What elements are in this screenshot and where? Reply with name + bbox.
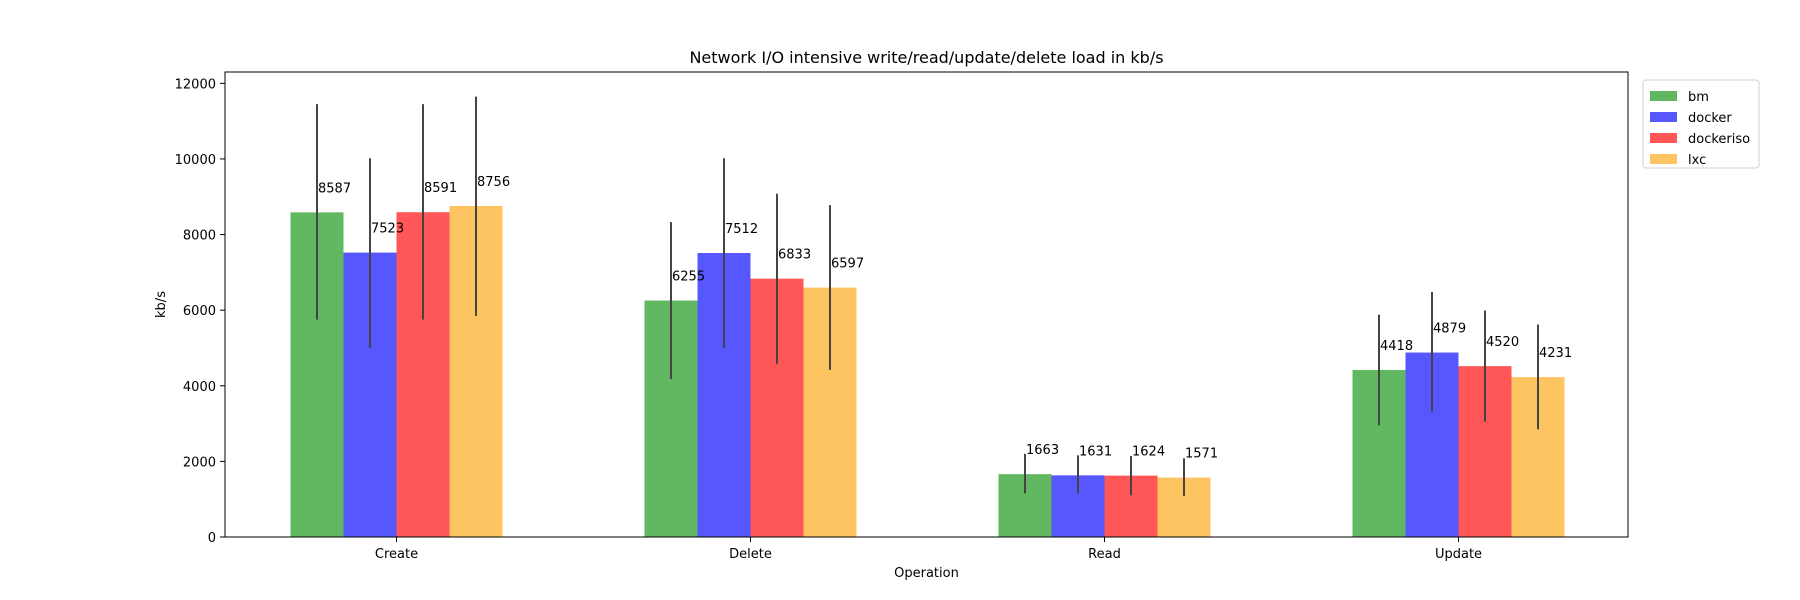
y-tick-label: 10000 bbox=[175, 153, 216, 168]
legend-swatch-lxc bbox=[1650, 154, 1677, 164]
x-tick-label: Update bbox=[1435, 547, 1482, 562]
legend-label-dockeriso: dockeriso bbox=[1688, 132, 1750, 147]
x-tick-label: Delete bbox=[729, 547, 772, 562]
data-label: 6597 bbox=[831, 257, 864, 272]
x-axis: Create Delete Read Update bbox=[375, 537, 1482, 562]
legend: bm docker dockeriso lxc bbox=[1642, 79, 1760, 169]
y-tick-label: 6000 bbox=[183, 304, 216, 319]
legend-box bbox=[1642, 79, 1760, 169]
legend-swatch-dockeriso bbox=[1650, 133, 1677, 143]
data-label: 1624 bbox=[1132, 445, 1165, 460]
data-label: 4418 bbox=[1380, 339, 1413, 354]
legend-swatch-docker bbox=[1650, 112, 1677, 122]
legend-swatch-bm bbox=[1650, 91, 1677, 101]
data-label: 7512 bbox=[725, 222, 758, 237]
chart-title: Network I/O intensive write/read/update/… bbox=[689, 48, 1163, 67]
legend-label-lxc: lxc bbox=[1688, 153, 1706, 168]
data-label: 8591 bbox=[424, 181, 457, 196]
x-tick-label: Read bbox=[1088, 547, 1121, 562]
y-tick-label: 8000 bbox=[183, 229, 216, 244]
data-labels-layer: 8587 6255 1663 4418 7523 7512 1631 4879 8591 6833… bbox=[318, 175, 1572, 462]
y-tick-label: 4000 bbox=[183, 380, 216, 395]
legend-label-bm: bm bbox=[1688, 90, 1709, 105]
y-axis-label: kb/s bbox=[154, 291, 169, 318]
y-tick-label: 2000 bbox=[183, 455, 216, 470]
legend-label-docker: docker bbox=[1688, 111, 1732, 126]
data-label: 1571 bbox=[1185, 447, 1218, 462]
data-label: 6255 bbox=[672, 270, 705, 285]
bars-layer bbox=[290, 205, 1565, 538]
data-label: 1631 bbox=[1079, 444, 1112, 459]
y-tick-label: 0 bbox=[208, 531, 216, 546]
data-label: 8587 bbox=[318, 181, 351, 196]
data-label: 6833 bbox=[778, 248, 811, 263]
y-tick-label: 12000 bbox=[175, 77, 216, 92]
x-axis-label: Operation bbox=[894, 566, 959, 581]
data-label: 4879 bbox=[1433, 322, 1466, 337]
data-label: 8756 bbox=[477, 175, 510, 190]
data-label: 4231 bbox=[1539, 346, 1572, 361]
data-label: 1663 bbox=[1026, 443, 1059, 458]
error-bars-layer bbox=[316, 96, 1539, 497]
data-label: 7523 bbox=[371, 222, 404, 237]
y-axis: 0 2000 4000 6000 8000 10000 12000 bbox=[175, 77, 225, 546]
plot-area-frame bbox=[224, 71, 1629, 538]
data-label: 4520 bbox=[1486, 335, 1519, 350]
x-tick-label: Create bbox=[375, 547, 418, 562]
